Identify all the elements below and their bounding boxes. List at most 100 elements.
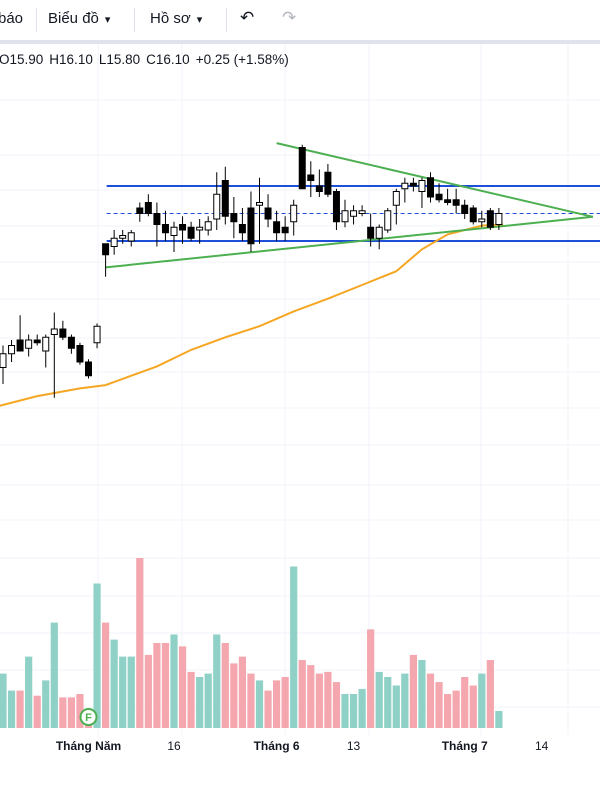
candle [179, 216, 187, 244]
volume-bar [349, 694, 358, 728]
candle-body [307, 174, 315, 181]
candle-body [213, 193, 221, 220]
candle [435, 183, 443, 203]
undo-icon[interactable]: ↶ [240, 8, 255, 27]
open-value: O15.90 [0, 52, 44, 67]
candle [375, 224, 383, 250]
candle-body [409, 182, 417, 187]
candle [76, 342, 84, 365]
profile-menu[interactable]: Hồ sơ ▾ [150, 10, 202, 27]
candle-body [25, 339, 33, 349]
candle-body [264, 207, 272, 220]
event-marker-label: F [85, 712, 92, 724]
chart-menu[interactable]: Biểu đồ ▾ [48, 10, 110, 27]
volume-bar [127, 656, 135, 728]
volume-bar [238, 656, 246, 728]
x-tick-label: 13 [347, 739, 361, 753]
volume-bar [110, 639, 118, 728]
candle-body [0, 353, 7, 368]
candle [332, 188, 340, 230]
candle [230, 197, 238, 239]
candle-body [341, 210, 349, 223]
trend-line [105, 215, 594, 269]
candle [187, 221, 195, 241]
candle-body [350, 210, 358, 217]
candle-body [221, 180, 229, 217]
candle [418, 177, 426, 208]
low-value: L15.80 [98, 52, 141, 67]
candle [273, 210, 281, 241]
candle-body [469, 207, 477, 223]
candle [367, 213, 375, 247]
volume-bar [444, 694, 452, 728]
candle [478, 210, 486, 228]
volume-bar [221, 643, 229, 728]
candle [33, 334, 41, 346]
toolbar-border [0, 40, 600, 44]
volume-bar [93, 583, 101, 728]
candle [16, 315, 24, 352]
candle-body [59, 328, 67, 338]
candle-body [110, 237, 118, 247]
candle [161, 210, 169, 241]
redo-icon[interactable]: ↷ [282, 8, 297, 27]
volume-bar [187, 671, 195, 728]
volume-bar [392, 685, 400, 728]
volume-bar [7, 690, 16, 728]
candle-body [444, 199, 452, 203]
candle-body [170, 226, 178, 236]
volume-bar [264, 690, 272, 728]
candle [153, 202, 161, 247]
volume-bar [409, 654, 417, 728]
volume-bars [0, 558, 503, 728]
toolbar-divider [36, 8, 37, 32]
volume-bar [384, 677, 392, 728]
volume-bar [418, 660, 426, 728]
volume-bar [136, 558, 144, 728]
candle [298, 144, 306, 190]
volume-bar [178, 646, 187, 728]
candle-body [153, 213, 161, 225]
candle [127, 230, 135, 247]
candle-body [418, 180, 426, 192]
alert-menu[interactable]: báo [0, 10, 24, 27]
volume-bar [435, 682, 443, 728]
x-tick-label: Tháng 7 [442, 739, 488, 753]
chevron-down-icon: ▾ [104, 14, 111, 26]
volume-bar [50, 622, 58, 728]
volume-bar [358, 688, 366, 728]
candle-body [136, 207, 144, 214]
candle [350, 205, 358, 225]
candle [221, 166, 229, 225]
candle-body [290, 204, 298, 223]
candle [8, 340, 16, 362]
candle-body [50, 328, 58, 335]
candle-body [273, 221, 281, 234]
candle-body [119, 235, 127, 239]
volume-bar [33, 695, 41, 728]
candle [392, 188, 400, 225]
candle-body [230, 213, 238, 223]
candle-body [196, 226, 204, 231]
candle [119, 230, 127, 244]
candle-body [42, 336, 50, 352]
candle [469, 205, 477, 225]
volume-bar [247, 673, 255, 728]
candle-body [256, 202, 263, 206]
top-toolbar: báo Biểu đồ ▾ Hồ sơ ▾ ↶ ↷ [0, 0, 600, 40]
volume-bar [495, 711, 503, 728]
volume-bar [375, 671, 383, 728]
candle [358, 205, 366, 217]
toolbar-divider [226, 8, 227, 32]
candle-body [495, 213, 503, 225]
volume-bar [230, 663, 238, 728]
volume-bar [25, 656, 33, 728]
event-marker-icon [79, 708, 98, 726]
candle-body [16, 339, 24, 352]
volume-bar [144, 654, 152, 728]
candle [42, 334, 50, 368]
candle-body [33, 339, 41, 344]
candle [444, 188, 452, 206]
volume-bar [119, 656, 127, 728]
